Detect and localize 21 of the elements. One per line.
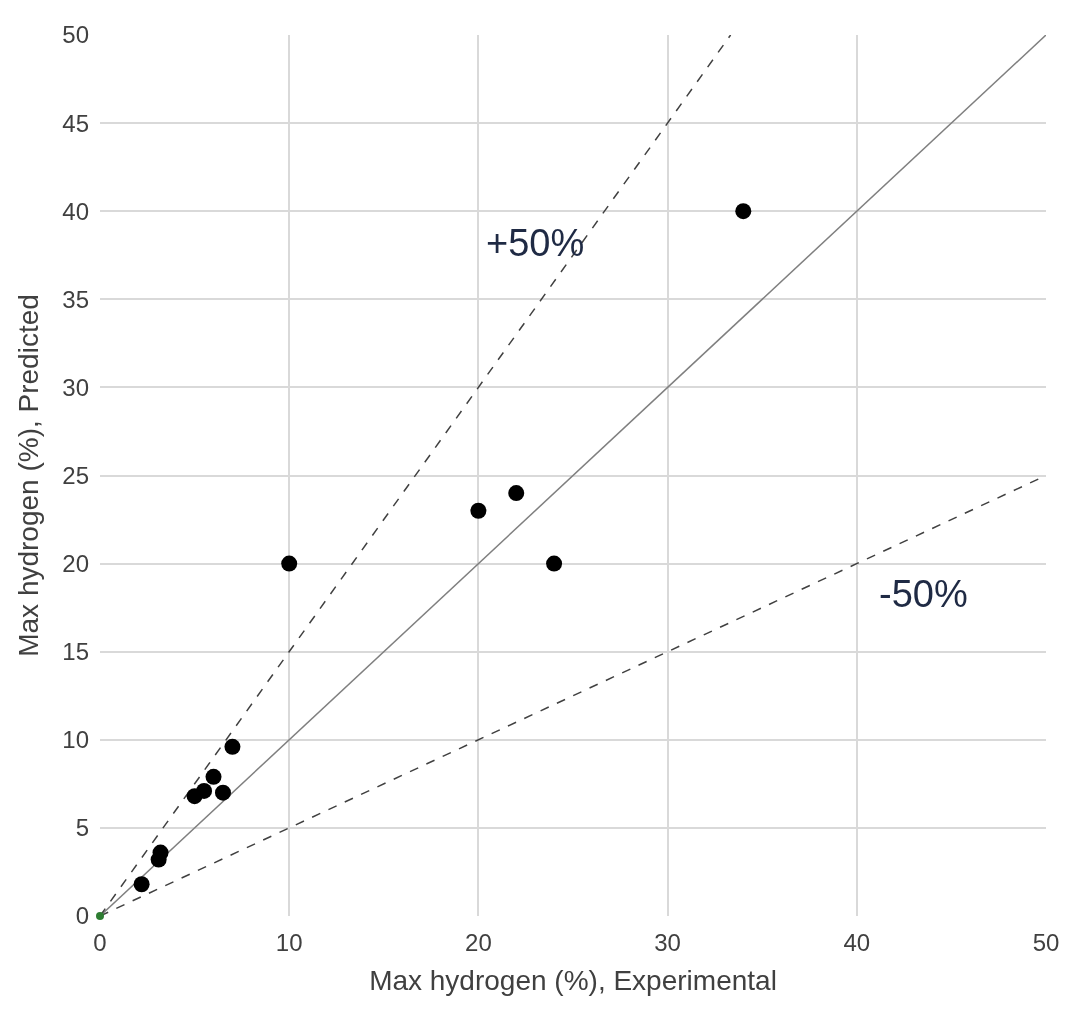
x-tick-label: 30 bbox=[654, 929, 681, 956]
annotation: +50% bbox=[486, 222, 585, 264]
y-tick-label: 45 bbox=[62, 109, 89, 137]
y-tick-label: 20 bbox=[62, 550, 89, 577]
y-tick-label: 40 bbox=[62, 197, 89, 225]
annotation: -50% bbox=[879, 573, 968, 615]
y-tick-label: 50 bbox=[62, 21, 89, 49]
y-tick-label: 25 bbox=[62, 461, 89, 489]
x-tick-label: 0 bbox=[93, 929, 107, 956]
x-axis-title: Max hydrogen (%), Experimental bbox=[369, 965, 777, 997]
y-tick-label: 15 bbox=[62, 638, 89, 666]
x-tick-label: 10 bbox=[275, 929, 303, 956]
y-tick-label: 0 bbox=[75, 902, 89, 930]
y-tick-label: 10 bbox=[62, 726, 89, 754]
y-tick-label: 5 bbox=[75, 814, 89, 842]
x-tick-label: 50 bbox=[1032, 929, 1060, 956]
y-tick-label: 30 bbox=[62, 373, 89, 401]
x-tick-label: 20 bbox=[465, 929, 492, 956]
y-axis-title: Max hydrogen (%), Predicted bbox=[13, 294, 44, 657]
x-tick-label: 40 bbox=[843, 929, 871, 956]
y-tick-label: 35 bbox=[62, 285, 89, 313]
